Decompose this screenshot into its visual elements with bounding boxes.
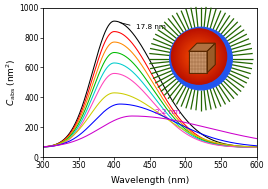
Circle shape xyxy=(197,55,201,58)
Circle shape xyxy=(179,36,219,77)
Polygon shape xyxy=(189,51,207,73)
Circle shape xyxy=(184,41,214,72)
Circle shape xyxy=(186,43,212,70)
X-axis label: Wavelength (nm): Wavelength (nm) xyxy=(111,176,189,185)
Circle shape xyxy=(176,34,222,79)
Circle shape xyxy=(195,53,203,60)
Circle shape xyxy=(182,40,216,74)
Circle shape xyxy=(198,56,200,57)
Y-axis label: $C_{\mathrm{abs}}$ (nm$^2$): $C_{\mathrm{abs}}$ (nm$^2$) xyxy=(4,59,18,106)
Circle shape xyxy=(190,48,207,65)
Circle shape xyxy=(183,40,215,73)
Circle shape xyxy=(175,33,223,80)
Circle shape xyxy=(191,49,207,64)
Circle shape xyxy=(173,31,225,82)
Circle shape xyxy=(192,50,206,63)
Circle shape xyxy=(193,51,205,62)
Circle shape xyxy=(188,46,210,67)
Circle shape xyxy=(170,27,232,90)
Circle shape xyxy=(172,30,226,83)
Circle shape xyxy=(174,32,224,81)
Polygon shape xyxy=(189,43,215,51)
Circle shape xyxy=(185,42,213,71)
Circle shape xyxy=(196,54,202,59)
Text: 2.2 nm: 2.2 nm xyxy=(155,109,181,115)
Circle shape xyxy=(178,36,220,77)
Circle shape xyxy=(180,38,218,76)
Circle shape xyxy=(177,35,221,78)
Polygon shape xyxy=(207,43,215,73)
Text: 17.8 nm: 17.8 nm xyxy=(120,22,165,30)
Circle shape xyxy=(194,52,204,61)
Circle shape xyxy=(189,47,209,66)
Circle shape xyxy=(171,29,226,84)
Circle shape xyxy=(188,45,210,68)
Circle shape xyxy=(181,39,217,75)
Circle shape xyxy=(187,44,211,69)
